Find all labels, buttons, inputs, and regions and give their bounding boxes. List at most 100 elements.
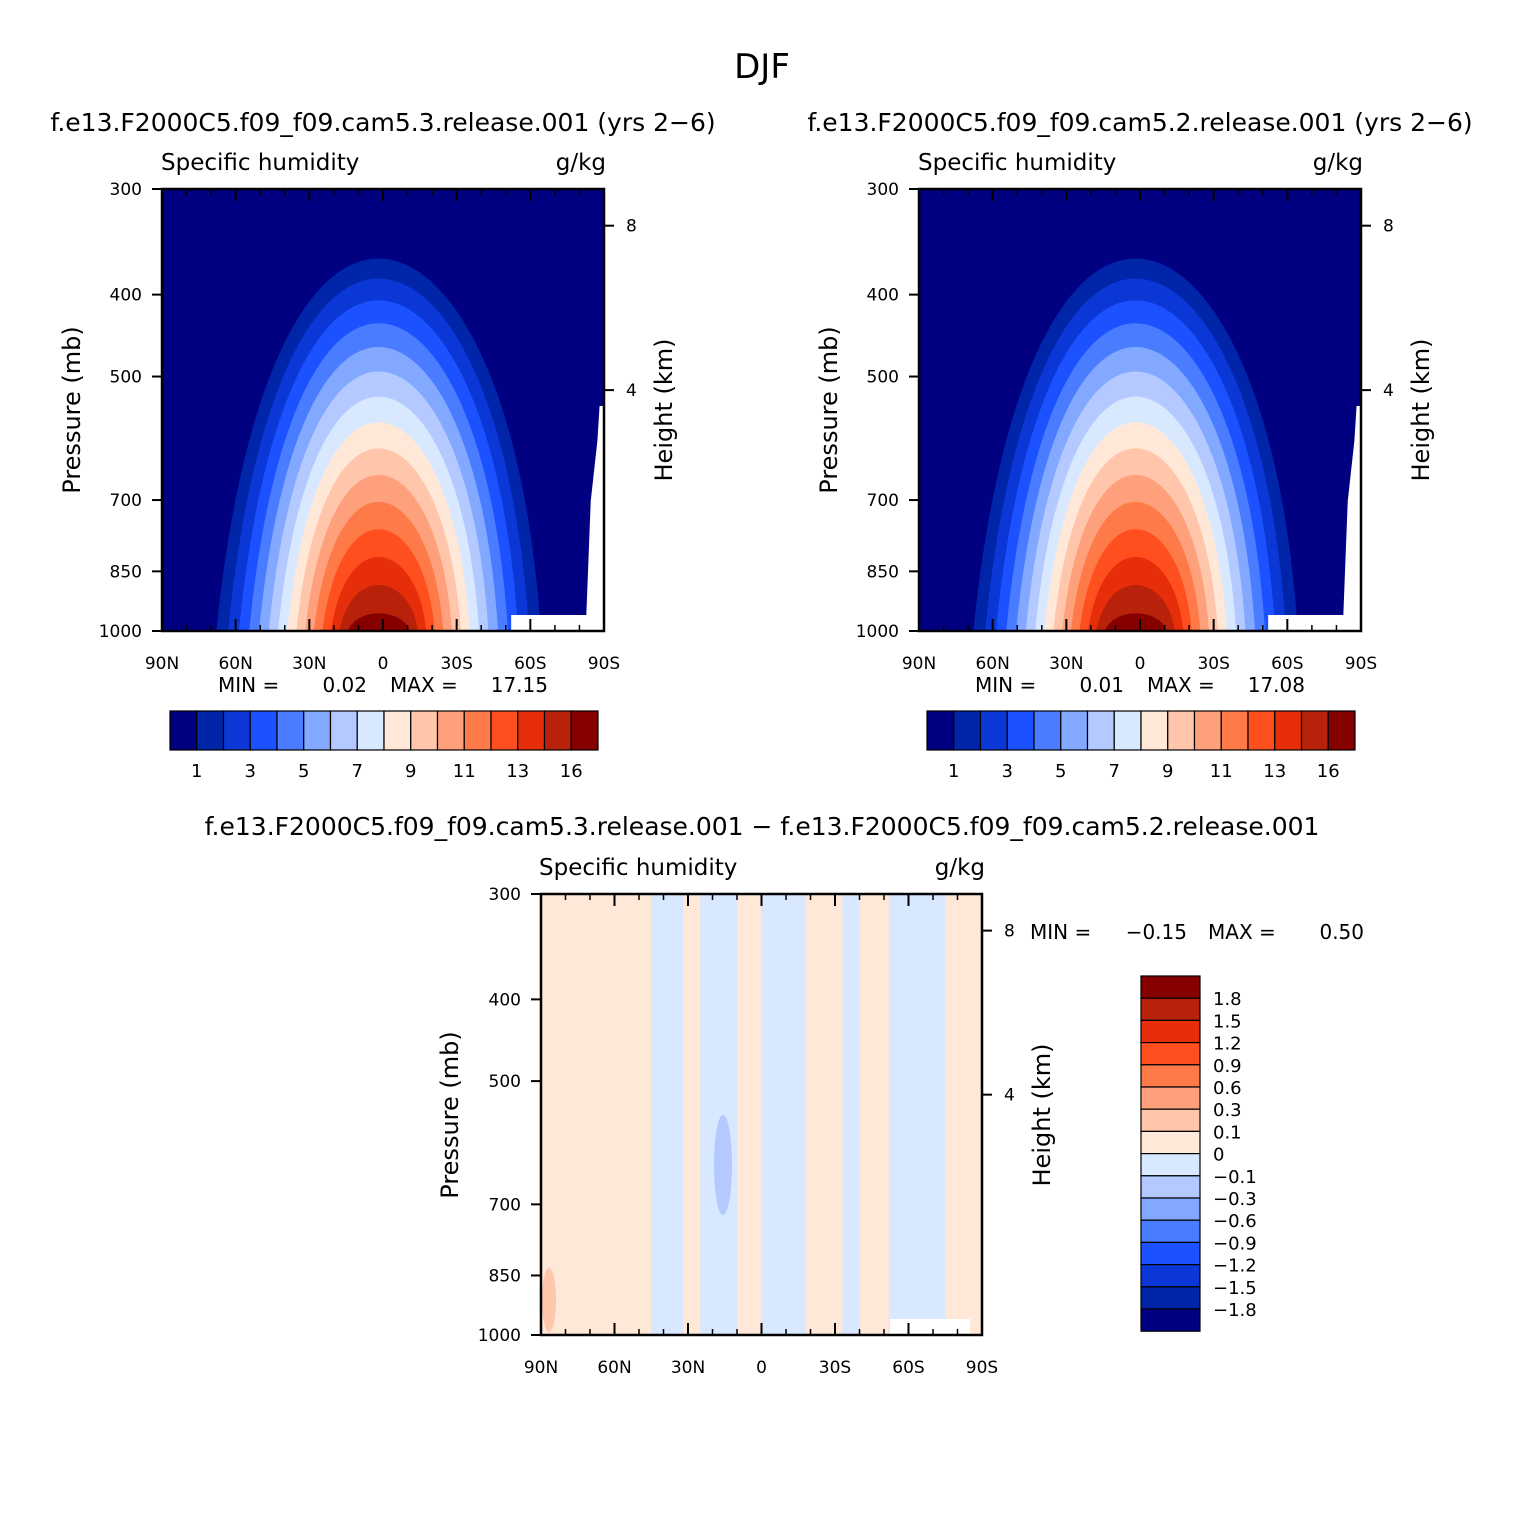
colorbar-box: [1086, 710, 1115, 751]
contour-level: [541, 894, 606, 1335]
panel-cam52: f.e13.F2000C5.f09_f09.cam5.2.release.001…: [807, 108, 1472, 782]
contour-field: [541, 894, 982, 1335]
contour-level: [542, 1268, 556, 1332]
y-axis-label: Pressure (mb): [815, 326, 843, 493]
colorbar-box: [1247, 710, 1276, 751]
contour-level: [945, 894, 982, 1335]
y2-tick-label: 8: [1004, 922, 1015, 942]
variable-label: Specific humidity: [539, 855, 737, 881]
x-tick-label: 0: [378, 654, 389, 674]
variable-label: Specific humidity: [161, 150, 359, 176]
colorbar-box: [222, 710, 251, 751]
colorbar-label: 0.9: [1213, 1056, 1242, 1077]
contour-level: [683, 894, 701, 1335]
colorbar-label: −0.3: [1213, 1189, 1257, 1210]
colorbar-box: [979, 710, 1008, 751]
colorbar-box: [1140, 1086, 1201, 1110]
y2-axis-label: Height (km): [650, 339, 678, 482]
colorbar-label: −0.9: [1213, 1233, 1257, 1254]
colorbar-label: 16: [560, 761, 583, 782]
colorbar-box: [1140, 997, 1201, 1022]
colorbar-label: 13: [506, 761, 529, 782]
colorbar-box: [517, 710, 546, 751]
y-tick-label: 300: [867, 180, 899, 200]
colorbar-label: 11: [1210, 761, 1233, 782]
colorbar-box: [1300, 710, 1329, 751]
x-tick-label: 30S: [1197, 654, 1229, 674]
contour-field: [162, 189, 604, 631]
colorbar-label: −1.2: [1213, 1256, 1257, 1277]
x-tick-label: 60S: [892, 1358, 924, 1378]
colorbar-box: [249, 710, 278, 751]
x-tick-label: 60N: [597, 1358, 631, 1378]
colorbar-box: [1060, 710, 1089, 751]
colorbar-label: 3: [1002, 761, 1013, 782]
y-tick-label: 1000: [856, 622, 899, 642]
contour-level: [737, 894, 762, 1335]
colorbar-box: [1167, 710, 1196, 751]
y-axis-label: Pressure (mb): [58, 326, 86, 493]
min-value: 0.02: [322, 673, 367, 697]
colorbar-box: [1140, 1019, 1201, 1044]
y-tick-label: 500: [867, 368, 899, 388]
colorbar-box: [570, 710, 599, 751]
colorbar-box: [196, 710, 225, 751]
page-title: DJF: [734, 47, 790, 87]
colorbar-box: [383, 710, 412, 751]
units-label: g/kg: [556, 150, 606, 176]
x-tick-label: 0: [756, 1358, 767, 1378]
colorbar-box: [1140, 1064, 1201, 1088]
colorbar-label: 1.2: [1213, 1034, 1242, 1055]
y-tick-label: 400: [110, 286, 142, 306]
panel-title: f.e13.F2000C5.f09_f09.cam5.3.release.001…: [205, 812, 1320, 841]
colorbar-label: 0: [1213, 1145, 1224, 1166]
colorbar-box: [1140, 1308, 1201, 1332]
colorbar-label: 7: [1109, 761, 1120, 782]
x-tick-label: 30N: [292, 654, 326, 674]
x-tick-label: 90N: [524, 1358, 558, 1378]
y2-tick-label: 4: [1004, 1086, 1015, 1106]
x-tick-label: 60N: [218, 654, 252, 674]
contour-level: [714, 1115, 732, 1215]
colorbar-box: [1274, 710, 1303, 751]
x-tick-label: 90S: [588, 654, 620, 674]
colorbar-box: [1140, 1197, 1201, 1221]
colorbar-box: [1140, 710, 1169, 751]
x-tick-label: 90N: [145, 654, 179, 674]
y-tick-label: 700: [867, 491, 899, 511]
colorbar-box: [1140, 1041, 1201, 1066]
contour-level: [1104, 613, 1167, 631]
colorbar-box: [1327, 710, 1356, 751]
colorbar-label: 9: [405, 761, 416, 782]
colorbar-box: [543, 710, 572, 751]
x-tick-label: 0: [1135, 654, 1146, 674]
y2-axis-label: Height (km): [1407, 339, 1435, 482]
colorbar-box: [1140, 1241, 1201, 1266]
colorbar-label: −0.1: [1213, 1167, 1257, 1188]
y-axis-label: Pressure (mb): [436, 1031, 464, 1198]
colorbar-label: 0.3: [1213, 1100, 1242, 1121]
colorbar-label: −0.6: [1213, 1211, 1257, 1232]
y-tick-label: 400: [867, 286, 899, 306]
y-tick-label: 300: [110, 180, 142, 200]
colorbar-box: [953, 710, 982, 751]
panel-title: f.e13.F2000C5.f09_f09.cam5.3.release.001…: [50, 108, 715, 137]
min-label: MIN =: [975, 673, 1036, 697]
y-tick-label: 700: [489, 1195, 521, 1215]
x-tick-label: 30N: [671, 1358, 705, 1378]
colorbar-box: [1140, 975, 1201, 999]
colorbar-box: [1140, 1286, 1201, 1310]
colorbar-label: 7: [352, 761, 363, 782]
y-tick-label: 1000: [478, 1326, 521, 1346]
colorbar-box: [1006, 710, 1035, 751]
colorbar-box: [276, 710, 305, 751]
units-label: g/kg: [935, 855, 985, 881]
x-tick-label: 60S: [514, 654, 546, 674]
units-label: g/kg: [1313, 150, 1363, 176]
colorbar-box: [303, 710, 332, 751]
x-tick-label: 90N: [902, 654, 936, 674]
colorbar-box: [1113, 710, 1142, 751]
max-label: MAX =: [1208, 920, 1276, 944]
contour-level: [859, 894, 889, 1335]
